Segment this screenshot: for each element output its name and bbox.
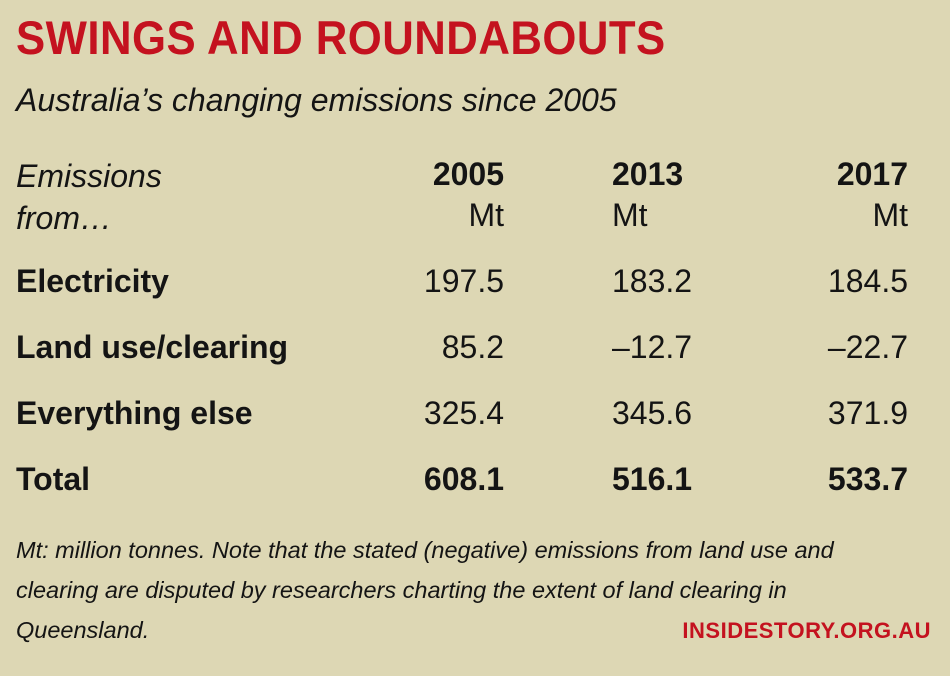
- header-label-line-1: Emissions: [16, 158, 162, 194]
- cell-land-use-2017: –22.7: [827, 329, 908, 365]
- footnote: Mt: million tonnes. Note that the stated…: [16, 537, 834, 643]
- chart-subtitle: Australia’s changing emissions since 200…: [16, 82, 617, 118]
- row-label-land-use: Land use/clearing: [16, 329, 289, 365]
- row-label-everything-else: Everything else: [16, 395, 253, 431]
- cell-electricity-2013: 183.2: [612, 263, 693, 299]
- cell-total-2013: 516.1: [612, 461, 693, 497]
- row-label-electricity: Electricity: [16, 263, 169, 299]
- cell-everything-else-2005: 325.4: [423, 395, 504, 431]
- column-header-unit-2017: Mt: [872, 197, 908, 233]
- cell-electricity-2005: 197.5: [423, 263, 504, 299]
- column-header-year-2005: 2005: [432, 156, 504, 192]
- cell-everything-else-2013: 345.6: [612, 395, 693, 431]
- cell-electricity-2017: 184.5: [827, 263, 908, 299]
- source-credit: INSIDESTORY.ORG.AU: [682, 618, 931, 643]
- cell-land-use-2013: –12.7: [612, 329, 693, 365]
- cell-total-2005: 608.1: [423, 461, 504, 497]
- cell-land-use-2005: 85.2: [441, 329, 504, 365]
- column-header-year-2017: 2017: [836, 156, 908, 192]
- column-header-unit-2013: Mt: [612, 197, 648, 233]
- header-label-line-2: from…: [16, 200, 112, 236]
- cell-total-2017: 533.7: [827, 461, 908, 497]
- column-header-unit-2005: Mt: [468, 197, 504, 233]
- chart-title: SWINGS AND ROUNDABOUTS: [16, 11, 666, 64]
- header-label: Emissions from…: [16, 155, 162, 239]
- cell-everything-else-2017: 371.9: [827, 395, 908, 431]
- column-header-year-2013: 2013: [612, 156, 684, 192]
- row-label-total: Total: [16, 461, 91, 497]
